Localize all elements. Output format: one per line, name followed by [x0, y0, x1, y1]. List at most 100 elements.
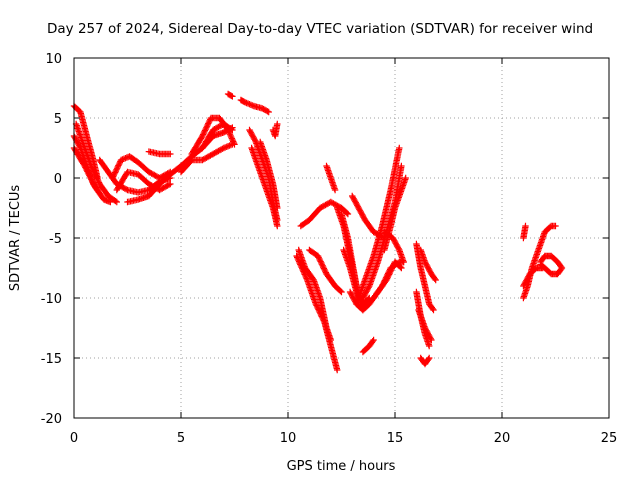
data-point	[552, 222, 559, 230]
data-point	[429, 305, 436, 312]
data-point	[370, 336, 377, 344]
data-point	[430, 306, 437, 314]
data-point	[402, 174, 409, 182]
data-point	[167, 150, 174, 158]
data-point	[382, 274, 390, 281]
data-point	[425, 356, 432, 363]
y-tick-label: 10	[45, 52, 62, 67]
data-point	[113, 198, 120, 206]
data-point	[231, 141, 238, 148]
data-point	[320, 317, 327, 324]
data-point	[203, 123, 211, 130]
data-point	[534, 248, 541, 255]
data-point	[246, 101, 253, 108]
y-tick-label: 5	[54, 112, 62, 127]
axis-ticks: 0 5 10 15 20 25 -20 -15 -10 -5 0 5 10	[41, 52, 618, 446]
data-point	[274, 222, 281, 230]
data-point	[365, 284, 372, 291]
data-point	[321, 266, 328, 273]
data-point	[523, 284, 531, 291]
x-tick-label: 20	[494, 431, 511, 446]
data-point	[112, 197, 119, 205]
data-point	[426, 354, 433, 362]
data-point	[115, 161, 123, 168]
data-point	[113, 165, 121, 172]
data-point	[74, 125, 81, 132]
data-point	[344, 210, 352, 218]
data-point	[322, 268, 329, 275]
x-tick-label: 0	[70, 431, 78, 446]
y-tick-label: -15	[41, 352, 62, 367]
data-point	[303, 275, 310, 282]
data-point	[229, 126, 236, 134]
data-point	[343, 209, 351, 217]
x-tick-label: 10	[280, 431, 297, 446]
data-point	[370, 269, 378, 276]
data-point	[324, 167, 332, 174]
data-point	[537, 261, 544, 268]
data-points	[70, 90, 566, 374]
x-tick-label: 25	[601, 431, 618, 446]
y-tick-label: -20	[41, 412, 62, 427]
data-point	[252, 137, 259, 144]
data-point	[82, 146, 89, 153]
data-point	[317, 258, 324, 265]
data-point	[227, 125, 235, 133]
data-point	[396, 144, 403, 152]
data-point	[110, 173, 117, 180]
data-point	[315, 307, 323, 315]
data-point	[395, 245, 402, 252]
data-point	[379, 281, 386, 288]
data-point	[274, 120, 281, 128]
data-point	[109, 174, 116, 182]
data-point	[199, 132, 206, 140]
data-point	[318, 261, 326, 268]
grid	[74, 58, 609, 418]
data-point	[91, 169, 98, 177]
data-point	[264, 108, 271, 115]
data-point	[385, 269, 392, 276]
data-point	[230, 138, 237, 145]
data-point	[331, 186, 339, 194]
data-point	[319, 314, 326, 321]
data-point	[369, 338, 376, 345]
data-point	[228, 135, 236, 142]
data-point	[295, 257, 302, 264]
data-point	[538, 236, 546, 243]
data-point	[201, 127, 209, 134]
data-point	[340, 246, 347, 254]
data-point	[431, 275, 438, 282]
data-point	[274, 204, 281, 212]
data-point	[338, 288, 345, 296]
data-point	[92, 172, 99, 179]
data-point	[301, 271, 308, 278]
data-point	[87, 162, 95, 170]
data-point	[265, 108, 272, 116]
y-axis-label: SDTVAR / TECUs	[8, 185, 23, 292]
data-point	[263, 188, 271, 195]
data-point	[427, 335, 434, 342]
data-point	[229, 93, 236, 100]
data-point	[334, 366, 341, 374]
data-point	[315, 254, 322, 261]
data-point	[538, 262, 545, 269]
data-point	[400, 258, 407, 266]
y-tick-label: -10	[41, 292, 62, 307]
data-point	[165, 181, 173, 188]
data-point	[531, 257, 538, 264]
data-point	[297, 261, 304, 268]
data-point	[317, 310, 324, 317]
data-point	[432, 276, 439, 284]
x-tick-label: 5	[177, 431, 185, 446]
y-tick-label: 0	[54, 172, 62, 187]
data-point	[94, 176, 101, 183]
chart-title: Day 257 of 2024, Sidereal Day-to-day VTE…	[47, 21, 593, 37]
data-point	[428, 336, 435, 344]
data-point	[107, 198, 114, 206]
data-point	[337, 287, 344, 295]
data-point	[312, 300, 319, 308]
y-tick-label: -5	[49, 232, 62, 247]
data-point	[398, 162, 405, 170]
data-point	[112, 169, 119, 176]
